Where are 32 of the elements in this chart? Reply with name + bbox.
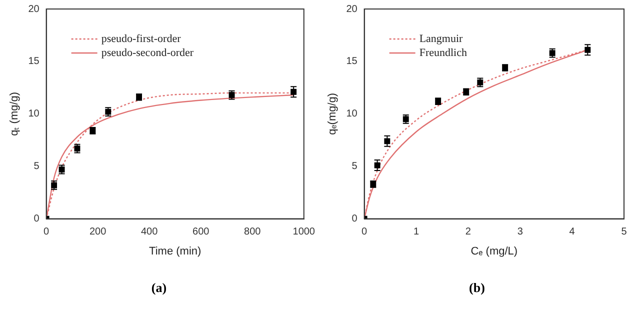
y-tick-label: 5 <box>352 161 358 172</box>
x-tick-label: 600 <box>192 226 210 238</box>
x-tick-label: 1000 <box>292 226 316 238</box>
legend-label: Langmuir <box>419 32 464 45</box>
x-tick-label: 400 <box>141 226 158 238</box>
x-tick-label: 5 <box>621 226 628 238</box>
x-axis-title: Cₑ (mg/L) <box>470 245 518 258</box>
legend-label: Freundlich <box>419 46 468 59</box>
x-tick-label: 0 <box>44 226 50 238</box>
y-tick-label: 20 <box>28 4 40 15</box>
text: (a) <box>150 280 168 296</box>
legend-label: pseudo-second-order <box>101 46 194 59</box>
y-tick-label: 0 <box>352 214 358 225</box>
x-axis-title: Time (min) <box>149 245 202 258</box>
x-tick-label: 3 <box>517 226 524 238</box>
y-tick-label: 15 <box>28 56 40 68</box>
x-tick-label: 1 <box>413 226 420 238</box>
y-tick-label: 10 <box>28 108 40 120</box>
y-axis-title: qₜ (mg/g) <box>8 92 21 136</box>
x-tick-label: 800 <box>244 226 262 238</box>
legend-label: pseudo-first-order <box>101 32 182 45</box>
y-tick-label: 10 <box>346 108 358 120</box>
x-tick-label: 2 <box>465 226 472 238</box>
y-tick-label: 20 <box>346 4 358 15</box>
y-tick-label: 5 <box>34 161 40 172</box>
text: (b) <box>468 280 486 296</box>
y-tick-label: 15 <box>346 56 358 68</box>
x-tick-label: 4 <box>569 226 576 238</box>
y-tick-label: 0 <box>34 214 40 225</box>
x-tick-label: 0 <box>362 226 368 238</box>
y-axis-title: qₑ(mg/g) <box>326 92 339 135</box>
x-tick-label: 200 <box>89 226 107 238</box>
